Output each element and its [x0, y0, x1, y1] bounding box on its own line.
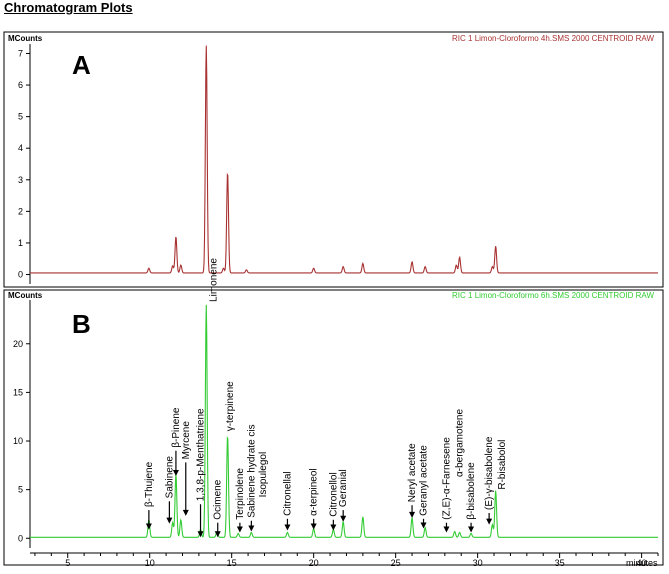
x-tick-label: 5 [65, 558, 70, 568]
y-tick-label-a: 6 [18, 80, 23, 90]
annotation-label: 1,3,8-p-Menthatriene [196, 408, 207, 501]
annotation-arrowhead [214, 531, 221, 538]
annotation-arrowhead [310, 523, 317, 530]
x-tick-label: 30 [473, 558, 483, 568]
annotation-arrowhead [236, 526, 243, 533]
x-tick-label: 25 [391, 558, 401, 568]
annotation-label: α-terpineol [309, 468, 320, 515]
y-tick-label-a: 7 [18, 48, 23, 58]
annotation-arrowhead [420, 522, 427, 529]
annotation-label: (E)-γ-bisabolene [484, 436, 495, 510]
y-tick-label-b: 20 [13, 339, 23, 349]
annotation-label: β-Pinene [171, 407, 182, 448]
y-tick-label-a: 2 [18, 206, 23, 216]
x-tick-label: 20 [309, 558, 319, 568]
y-tick-label-a: 0 [18, 270, 23, 280]
trace-a [30, 45, 658, 274]
x-tick-label: 15 [227, 558, 237, 568]
y-tick-label-b: 15 [13, 387, 23, 397]
annotation-label: Neryl acetate [407, 443, 418, 502]
annotation-label: γ-terpinene [225, 381, 236, 431]
panel-b-plot: 0 5 10 15 20 5 10 15 20 25 30 35 40 [13, 300, 659, 568]
annotation-arrowhead [197, 531, 204, 538]
annotation-label: Ocimene [213, 479, 224, 519]
panel-b-ylabel: MCounts [8, 291, 43, 300]
y-tick-label-b: 5 [18, 485, 23, 495]
annotation-label: Limonene [209, 258, 220, 302]
x-tick-label: 35 [555, 558, 565, 568]
trace-b [30, 304, 658, 538]
y-tick-label-a: 4 [18, 143, 23, 153]
annotation-label: β-Thujene [144, 461, 155, 507]
x-tick-label: 40 [637, 558, 647, 568]
annotation-arrowhead [248, 525, 255, 532]
annotation-label: Terpinolene [235, 468, 246, 520]
panel-a-letter: A [72, 50, 91, 80]
annotation-arrowhead [486, 518, 493, 525]
y-tick-label-a: 1 [18, 238, 23, 248]
annotation-arrowhead [409, 511, 416, 518]
y-tick-label-a: 5 [18, 112, 23, 122]
annotation-label: β-bisabolene [466, 462, 477, 520]
annotation-arrowhead [330, 524, 337, 531]
annotation-arrowhead [340, 515, 347, 522]
annotation-label: Citronellal [282, 471, 293, 515]
panel-b-frame [3, 289, 664, 566]
annotation-arrowhead [443, 526, 450, 533]
annotation-arrowhead [284, 524, 291, 531]
y-tick-label-b: 0 [18, 533, 23, 543]
panel-a-frame [3, 31, 664, 288]
panel-b-header: RIC 1 Limon-Cloroformo 6h.SMS 2000 CENTR… [452, 291, 654, 300]
annotation-label: R-bisabolol [497, 440, 508, 490]
annotation-label: Isopulegol [258, 452, 269, 498]
annotation-label: Citronellol [328, 472, 339, 516]
annotation-label: Sabinene [164, 456, 175, 499]
x-tick-label: 10 [145, 558, 155, 568]
annotation-arrowhead [145, 523, 152, 530]
x-axis-label: minutes [626, 558, 658, 568]
annotation-label: Sabinene hydrate cis [246, 424, 257, 517]
y-tick-label-a: 3 [18, 175, 23, 185]
page-title: Chromatogram Plots [4, 0, 133, 15]
annotation-label: Myrcene [181, 421, 192, 460]
panel-b-letter: B [72, 309, 91, 339]
panel-a-plot: 0 1 2 3 4 5 6 7 [18, 44, 658, 284]
annotation-arrowhead [166, 517, 173, 524]
panel-a-ylabel: MCounts [8, 34, 43, 43]
annotation-label: Geranyl acetate [419, 445, 430, 516]
annotation-label: α-bergamotene [455, 409, 466, 477]
y-tick-label-b: 10 [13, 436, 23, 446]
annotation-arrowhead [468, 526, 475, 533]
annotation-arrowhead [172, 470, 179, 477]
annotation-label: (Z,E)-α-Farnesene [441, 437, 452, 520]
annotation-arrowhead [182, 509, 189, 516]
annotation-label: Geranial [338, 469, 349, 507]
panel-a-header: RIC 1 Limon-Cloroformo 4h.SMS 2000 CENTR… [452, 34, 654, 43]
